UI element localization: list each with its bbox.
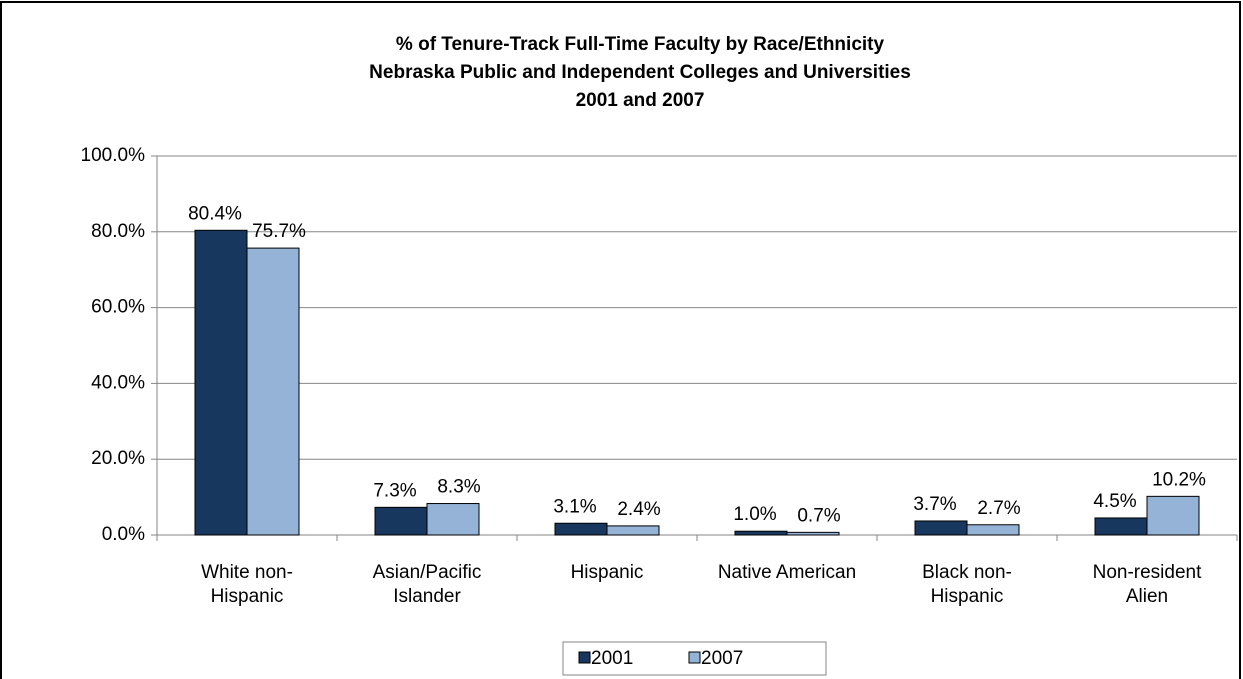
value-label: 75.7% xyxy=(252,221,306,242)
bar xyxy=(966,524,1020,536)
y-tick-label: 60.0% xyxy=(91,297,145,318)
value-label: 80.4% xyxy=(188,203,242,224)
value-label: 2.7% xyxy=(977,498,1020,519)
x-tick-label: Hispanic xyxy=(571,562,644,583)
x-tick-label: White non- xyxy=(201,562,293,583)
chart-title: 2001 and 2007 xyxy=(576,90,705,111)
bar xyxy=(606,525,660,536)
legend-label: 2007 xyxy=(701,648,743,669)
legend-label: 2001 xyxy=(591,648,633,669)
bar xyxy=(554,522,608,536)
value-label: 0.7% xyxy=(797,505,840,526)
value-label: 8.3% xyxy=(437,477,480,498)
bar xyxy=(786,531,840,536)
y-tick-label: 20.0% xyxy=(91,448,145,469)
bar xyxy=(914,520,968,536)
bar xyxy=(734,530,788,536)
value-label: 2.4% xyxy=(617,499,660,520)
x-tick-label: Alien xyxy=(1126,586,1168,607)
value-label: 10.2% xyxy=(1152,469,1206,490)
chart-title: Nebraska Public and Independent Colleges… xyxy=(369,62,911,83)
y-tick-label: 40.0% xyxy=(91,372,145,393)
value-label: 3.7% xyxy=(913,494,956,515)
bar xyxy=(374,506,428,536)
y-tick-label: 100.0% xyxy=(81,145,146,166)
bar xyxy=(194,229,248,536)
y-tick-label: 80.0% xyxy=(91,221,145,242)
x-tick-label: Islander xyxy=(393,586,461,607)
bar xyxy=(426,503,480,536)
x-tick-label: Hispanic xyxy=(211,586,284,607)
bar xyxy=(246,247,300,536)
value-label: 1.0% xyxy=(733,504,776,525)
x-tick-label: Asian/Pacific xyxy=(373,562,482,583)
x-tick-label: Hispanic xyxy=(931,586,1004,607)
x-tick-label: Non-resident xyxy=(1093,562,1202,583)
value-label: 4.5% xyxy=(1093,491,1136,512)
legend-swatch xyxy=(578,651,591,664)
bar xyxy=(1094,517,1148,536)
chart-title: % of Tenure-Track Full-Time Faculty by R… xyxy=(396,34,885,55)
y-tick-label: 0.0% xyxy=(102,524,145,545)
x-tick-label: Native American xyxy=(718,562,856,583)
bar xyxy=(1146,495,1200,536)
x-tick-label: Black non- xyxy=(922,562,1012,583)
value-label: 3.1% xyxy=(553,496,596,517)
value-label: 7.3% xyxy=(373,480,416,501)
legend-swatch xyxy=(688,651,701,664)
